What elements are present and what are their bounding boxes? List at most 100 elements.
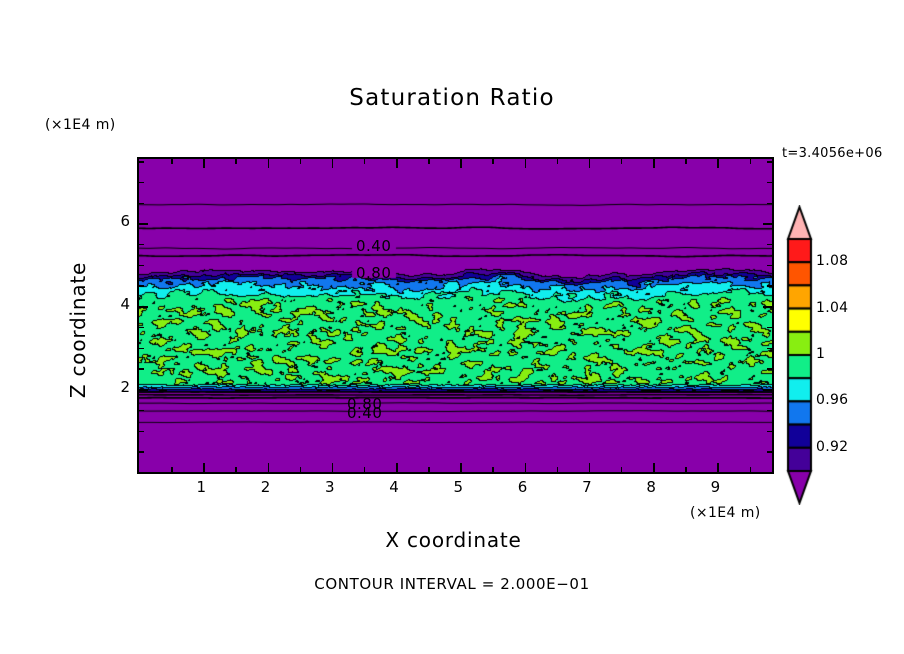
axis-tick xyxy=(763,389,772,391)
axis-tick xyxy=(267,159,270,168)
x-tick-label: 9 xyxy=(710,478,721,496)
y-tick-label: 4 xyxy=(120,295,130,314)
axis-tick xyxy=(139,389,148,391)
x-axis-title: X coordinate xyxy=(385,528,522,552)
axis-tick xyxy=(556,159,559,164)
colorbar-tick-label: 0.96 xyxy=(816,392,849,409)
axis-tick xyxy=(428,467,430,472)
x-tick-label: 8 xyxy=(646,478,656,496)
axis-tick xyxy=(139,285,144,287)
axis-tick xyxy=(139,326,144,329)
axis-tick xyxy=(767,451,772,453)
axis-tick xyxy=(139,223,148,225)
axis-tick xyxy=(767,264,772,267)
axis-tick xyxy=(492,159,494,164)
axis-tick xyxy=(203,159,205,168)
axis-tick xyxy=(685,467,687,472)
axis-tick xyxy=(749,159,751,164)
axis-tick xyxy=(235,159,237,164)
axis-tick xyxy=(460,159,462,168)
axis-tick xyxy=(556,467,559,472)
axis-tick xyxy=(763,306,772,308)
x-tick-label: 1 xyxy=(196,478,207,496)
timestamp-annotation: t=3.4056e+06 xyxy=(782,146,883,161)
axis-tick xyxy=(235,467,237,472)
axis-tick xyxy=(139,202,144,205)
axis-tick xyxy=(363,159,366,164)
axis-tick xyxy=(139,161,144,163)
axis-tick xyxy=(492,467,494,472)
axis-tick xyxy=(396,159,398,168)
axis-tick xyxy=(428,159,430,164)
contour-field-canvas xyxy=(139,159,772,472)
axis-tick xyxy=(139,347,144,350)
axis-tick xyxy=(767,347,772,350)
x-tick-label: 2 xyxy=(260,478,271,496)
axis-tick xyxy=(139,181,144,184)
axis-tick xyxy=(139,306,148,308)
colorbar xyxy=(780,205,820,505)
axis-tick xyxy=(139,451,144,453)
axis-tick xyxy=(139,368,144,370)
y-tick-label: 2 xyxy=(120,378,130,397)
axis-tick xyxy=(203,463,205,472)
axis-tick xyxy=(524,159,527,168)
axis-tick xyxy=(767,430,772,433)
axis-tick xyxy=(653,159,655,168)
axis-tick xyxy=(139,409,144,412)
y-tick-label: 6 xyxy=(120,212,130,231)
axis-tick xyxy=(331,159,334,168)
plot-area xyxy=(137,157,774,474)
axis-tick xyxy=(460,463,462,472)
axis-tick xyxy=(767,368,772,370)
axis-tick xyxy=(524,463,527,472)
axis-tick xyxy=(267,463,270,472)
x-tick-label: 5 xyxy=(453,478,464,496)
contour-label: 0.80 xyxy=(347,395,383,413)
colorbar-tick-label: 1.08 xyxy=(816,253,849,270)
axis-tick xyxy=(767,161,772,163)
axis-tick xyxy=(620,467,623,472)
contour-label: 0.40 xyxy=(356,237,392,255)
page-title: Saturation Ratio xyxy=(349,85,555,111)
axis-tick xyxy=(749,467,751,472)
axis-tick xyxy=(171,159,173,164)
axis-tick xyxy=(171,467,173,472)
x-tick-label: 4 xyxy=(389,478,399,496)
axis-tick xyxy=(139,430,144,433)
axis-tick xyxy=(767,326,772,329)
y-axis-unit-label: (×1E4 m) xyxy=(45,117,116,133)
axis-tick xyxy=(767,202,772,205)
axis-tick xyxy=(685,159,687,164)
axis-tick xyxy=(717,463,719,472)
axis-tick xyxy=(653,463,655,472)
axis-tick xyxy=(767,243,772,246)
y-axis-title: Z coordinate xyxy=(66,261,90,399)
axis-tick xyxy=(139,264,144,267)
x-tick-label: 3 xyxy=(325,478,335,496)
axis-tick xyxy=(763,223,772,225)
colorbar-tick-label: 0.92 xyxy=(816,438,849,455)
contour-interval-note: CONTOUR INTERVAL = 2.000E−01 xyxy=(314,575,590,593)
axis-tick xyxy=(299,159,302,164)
x-tick-label: 7 xyxy=(582,478,592,496)
axis-tick xyxy=(331,463,334,472)
axis-tick xyxy=(588,463,591,472)
axis-tick xyxy=(299,467,302,472)
axis-tick xyxy=(139,243,144,246)
axis-tick xyxy=(620,159,623,164)
colorbar-tick-label: 1.04 xyxy=(816,299,849,316)
axis-tick xyxy=(767,181,772,184)
axis-tick xyxy=(588,159,591,168)
axis-tick xyxy=(363,467,366,472)
x-axis-unit-label: (×1E4 m) xyxy=(690,505,761,521)
axis-tick xyxy=(767,285,772,287)
axis-tick xyxy=(767,409,772,412)
axis-tick xyxy=(396,463,398,472)
x-tick-label: 6 xyxy=(517,478,528,496)
axis-tick xyxy=(717,159,719,168)
contour-label: 0.40 xyxy=(347,404,383,422)
colorbar-tick-label: 1 xyxy=(816,346,826,362)
contour-label: 0.80 xyxy=(356,264,392,282)
